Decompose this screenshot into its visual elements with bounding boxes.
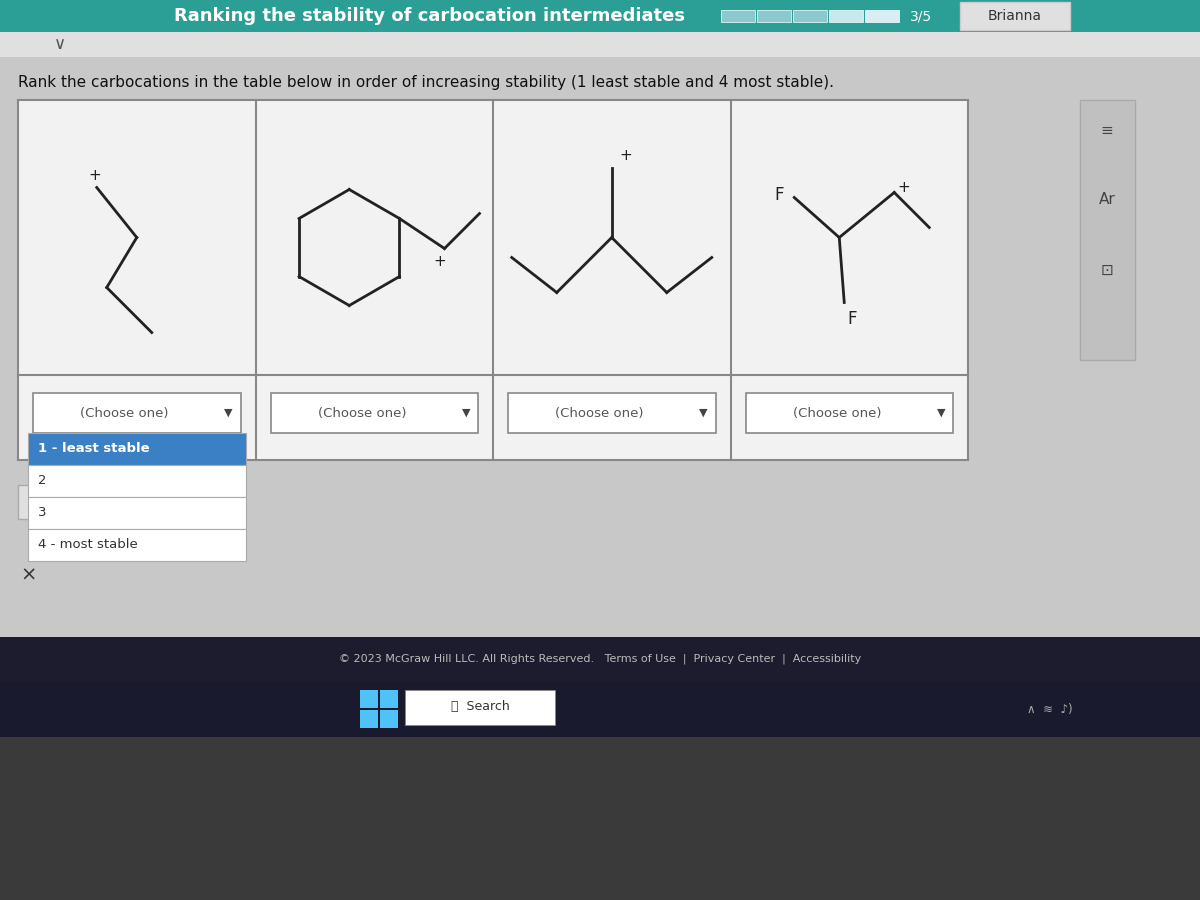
Text: (Choose one): (Choose one) xyxy=(556,407,643,419)
Text: (Choose one): (Choose one) xyxy=(792,407,881,419)
Text: ⊡: ⊡ xyxy=(1100,263,1114,277)
Text: Rank the carbocations in the table below in order of increasing stability (1 lea: Rank the carbocations in the table below… xyxy=(18,75,834,90)
Text: ▼: ▼ xyxy=(462,408,470,418)
Bar xyxy=(0,637,1200,682)
Bar xyxy=(360,690,378,708)
Text: ∧  ≋  ♪): ∧ ≋ ♪) xyxy=(1027,703,1073,716)
Bar xyxy=(28,497,246,529)
Text: ∨: ∨ xyxy=(54,35,66,53)
Text: Brianna: Brianna xyxy=(988,9,1042,23)
Text: +: + xyxy=(433,254,446,268)
Text: F: F xyxy=(775,186,785,204)
Text: Ar: Ar xyxy=(1099,193,1115,208)
Text: ▼: ▼ xyxy=(700,408,708,418)
Text: Explanation: Explanation xyxy=(32,495,114,509)
Bar xyxy=(140,485,215,519)
Text: 3: 3 xyxy=(38,507,47,519)
Bar xyxy=(757,10,791,22)
Text: Check: Check xyxy=(156,495,198,509)
Text: © 2023 McGraw Hill LLC. All Rights Reserved.   Terms of Use  |  Privacy Center  : © 2023 McGraw Hill LLC. All Rights Reser… xyxy=(338,653,862,664)
Bar xyxy=(18,485,128,519)
Bar xyxy=(28,465,246,497)
Text: Ranking the stability of carbocation intermediates: Ranking the stability of carbocation int… xyxy=(174,7,685,25)
Bar xyxy=(0,737,1200,900)
Text: ×: × xyxy=(20,566,36,585)
Bar xyxy=(793,10,827,22)
Bar xyxy=(34,393,240,433)
Text: 4 - most stable: 4 - most stable xyxy=(38,538,138,552)
Bar xyxy=(0,32,1200,57)
Text: F: F xyxy=(847,310,857,328)
Text: ▼: ▼ xyxy=(224,408,233,418)
Bar xyxy=(1080,100,1135,360)
Bar xyxy=(18,100,968,460)
Bar xyxy=(865,10,899,22)
Bar xyxy=(380,710,398,728)
Bar xyxy=(508,393,715,433)
Text: +: + xyxy=(619,148,632,163)
Text: +: + xyxy=(898,180,910,195)
Bar xyxy=(380,690,398,708)
Bar xyxy=(0,0,1200,32)
Text: 2: 2 xyxy=(38,474,47,488)
Bar xyxy=(0,682,1200,737)
Text: (Choose one): (Choose one) xyxy=(318,407,406,419)
Text: (Choose one): (Choose one) xyxy=(80,407,168,419)
Text: 🔍  Search: 🔍 Search xyxy=(451,700,509,714)
Bar xyxy=(745,393,953,433)
Text: +: + xyxy=(89,167,101,183)
Bar xyxy=(829,10,863,22)
Bar xyxy=(721,10,755,22)
Bar xyxy=(28,529,246,561)
Bar xyxy=(28,433,246,465)
Text: 1 - least stable: 1 - least stable xyxy=(38,443,150,455)
Text: ≡: ≡ xyxy=(1100,122,1114,138)
Text: 3/5: 3/5 xyxy=(910,9,932,23)
Bar xyxy=(360,710,378,728)
Bar xyxy=(406,690,554,725)
Bar xyxy=(0,57,1200,637)
Bar xyxy=(960,2,1070,30)
Bar xyxy=(270,393,478,433)
Text: ▼: ▼ xyxy=(937,408,946,418)
